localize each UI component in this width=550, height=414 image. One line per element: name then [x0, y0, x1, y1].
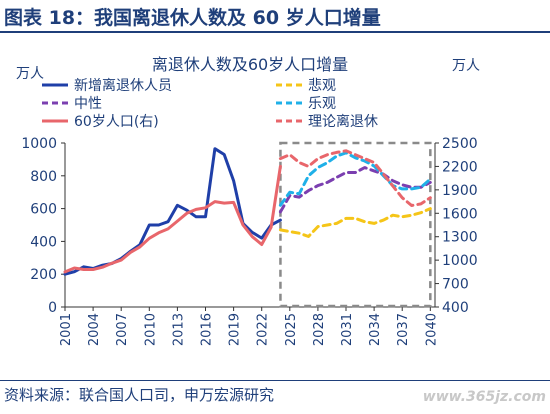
series-line-theory — [278, 149, 432, 207]
right-tick-label: 1300 — [442, 230, 478, 246]
left-tick-label: 800 — [30, 169, 57, 185]
series-line-new_retirees — [63, 147, 282, 276]
right-tick-label: 1000 — [442, 253, 478, 269]
x-tick-label: 2028 — [312, 313, 327, 346]
left-tick-label: 600 — [30, 202, 57, 218]
legend-label-pop60: 60岁人口(右) — [74, 114, 159, 130]
source-note: 资料来源：联合国人口司，申万宏源研究 — [4, 386, 275, 404]
x-tick-label: 2040 — [424, 313, 439, 346]
series-line-pessimistic — [278, 207, 432, 238]
projection-box — [279, 141, 432, 308]
series-line-optimistic — [278, 151, 432, 207]
title-rule — [0, 31, 550, 33]
right-tick-label: 1900 — [442, 183, 478, 199]
source-rule — [0, 380, 550, 381]
x-tick-label: 2025 — [284, 313, 299, 346]
x-tick-label: 2001 — [59, 313, 74, 346]
right-tick-label: 2500 — [442, 136, 478, 152]
left-unit-label: 万人 — [16, 66, 44, 82]
right-tick-label: 1600 — [442, 206, 478, 222]
legend-label-theory: 理论离退休 — [308, 113, 378, 130]
watermark: www.365jz.com — [422, 389, 546, 405]
figure-title: 图表 18：我国离退休人数及 60 岁人口增量 — [4, 7, 381, 29]
chart-title: 离退休人数及60岁人口增量 — [152, 55, 348, 74]
x-tick-label: 2034 — [368, 313, 383, 346]
x-tick-label: 2010 — [143, 313, 158, 346]
right-tick-label: 400 — [442, 300, 469, 316]
plot-area: 0 200 400 600 800 1000 400 700 1000 1300 1600 1900 2… — [21, 136, 477, 346]
right-unit-label: 万人 — [452, 58, 480, 74]
left-tick-label: 400 — [30, 234, 57, 250]
legend-label-new_retirees: 新增离退休人员 — [74, 77, 172, 94]
legend-label-optimistic: 乐观 — [308, 96, 336, 112]
legend-label-pessimistic: 悲观 — [308, 77, 336, 94]
left-tick-label: 1000 — [21, 136, 57, 152]
series-line-pop60 — [63, 164, 282, 274]
legend-label-neutral: 中性 — [74, 96, 102, 112]
x-tick-label: 2037 — [396, 313, 411, 346]
right-tick-label: 700 — [442, 277, 469, 293]
x-tick-label: 2013 — [171, 313, 186, 346]
x-tick-label: 2016 — [200, 313, 215, 346]
right-tick-label: 2200 — [442, 159, 478, 175]
left-tick-label: 0 — [48, 300, 57, 316]
x-tick-label: 2019 — [228, 313, 243, 346]
x-tick-label: 2031 — [340, 313, 355, 346]
x-tick-label: 2007 — [115, 313, 130, 346]
x-tick-label: 2004 — [87, 313, 102, 346]
x-tick-label: 2022 — [256, 313, 271, 346]
series-line-neutral — [278, 166, 432, 214]
left-tick-label: 200 — [30, 267, 57, 283]
